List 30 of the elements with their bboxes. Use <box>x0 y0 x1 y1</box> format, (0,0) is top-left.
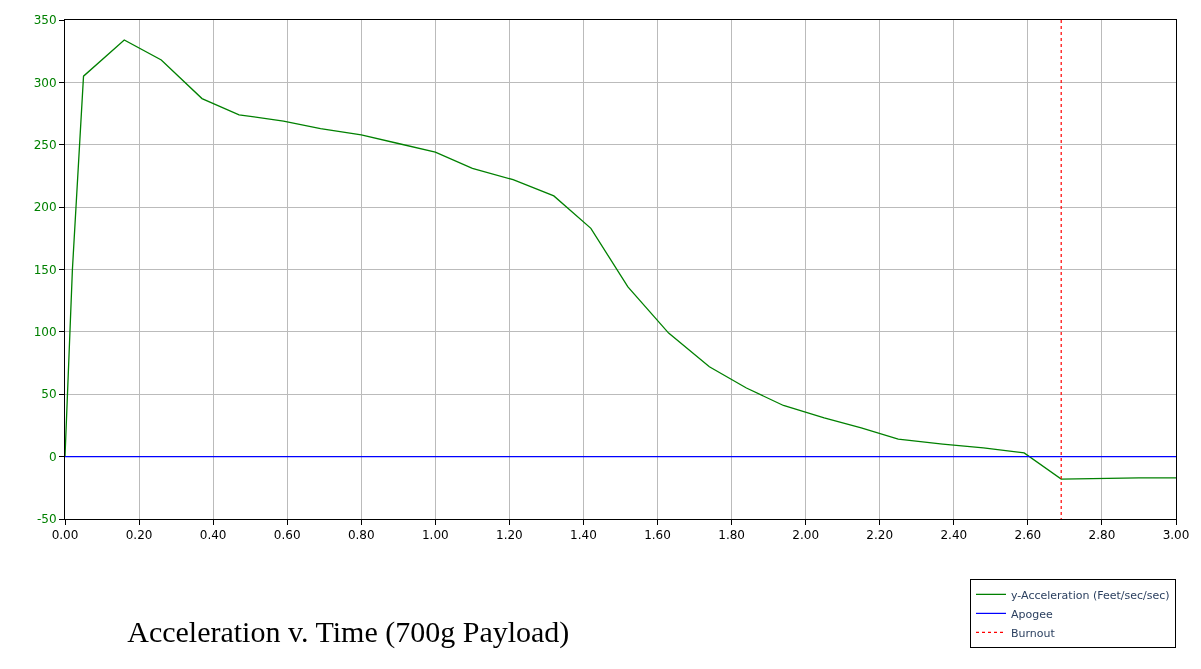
x-tick-label: 0.80 <box>347 528 375 543</box>
y-tick-label: 200 <box>33 200 57 215</box>
x-tick-label: 0.00 <box>51 528 79 543</box>
x-tick-label: 2.00 <box>792 528 820 543</box>
x-tick-label: 0.60 <box>273 528 301 543</box>
y-tick-label: 250 <box>33 137 57 152</box>
x-tick-label: 2.20 <box>866 528 894 543</box>
legend-label: y-Acceleration (Feet/sec/sec) <box>1011 588 1170 602</box>
x-tick-label: 1.20 <box>496 528 523 543</box>
x-tick-label: 1.40 <box>570 528 597 543</box>
x-tick-label: 2.80 <box>1088 528 1116 543</box>
y-tick-label: 50 <box>41 387 57 402</box>
y-tick-label: 300 <box>33 75 57 90</box>
x-tick-label: 0.20 <box>125 528 153 543</box>
x-tick-label: 1.00 <box>421 528 449 543</box>
y-tick-label: 100 <box>33 325 57 340</box>
x-tick-label: 3.00 <box>1162 528 1190 543</box>
text: Acceleration v. Time (700g Payload) <box>127 615 570 650</box>
x-tick-label: 2.60 <box>1014 528 1042 543</box>
x-tick-label: 0.40 <box>199 528 227 543</box>
y-tick-label: 150 <box>33 262 57 277</box>
y-tick-label: 0 <box>48 449 57 464</box>
x-tick-label: 2.40 <box>940 528 968 543</box>
y-tick-label: 350 <box>33 13 57 28</box>
x-tick-label: 1.80 <box>718 528 745 543</box>
line-series <box>65 39 1176 480</box>
x-tick-label: 1.60 <box>644 528 671 543</box>
y-tick-label: -50 <box>36 512 57 527</box>
legend-label: Burnout <box>1011 626 1056 640</box>
legend-label: Apogee <box>1011 607 1053 621</box>
